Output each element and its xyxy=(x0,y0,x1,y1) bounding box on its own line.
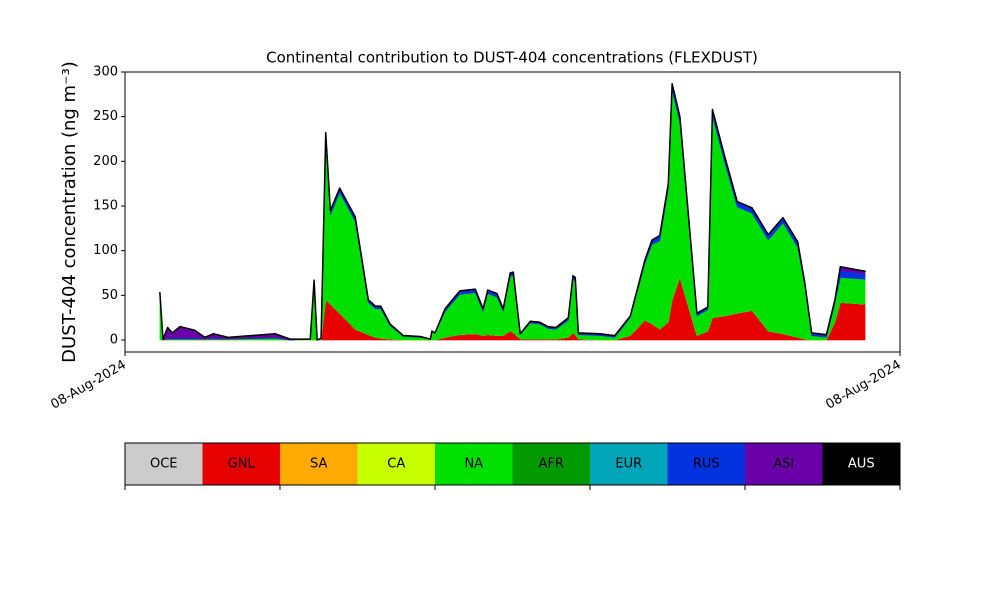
legend-label: GNL xyxy=(228,457,256,472)
legend-label: EUR xyxy=(615,457,642,472)
legend-swatch xyxy=(590,443,668,485)
y-tick-label: 300 xyxy=(93,65,118,80)
legend-label: RUS xyxy=(693,457,720,472)
legend-swatch xyxy=(202,443,281,485)
legend-label: ASI xyxy=(773,457,794,472)
legend-swatch xyxy=(667,443,746,485)
y-tick-label: 50 xyxy=(101,288,118,303)
legend-label: AUS xyxy=(848,457,875,472)
legend-frame xyxy=(124,442,901,486)
legend-label: CA xyxy=(387,457,405,472)
y-tick-label: 200 xyxy=(93,154,118,169)
legend-swatch xyxy=(280,443,358,485)
legend-label: SA xyxy=(310,457,327,472)
y-tick-label: 250 xyxy=(93,109,118,124)
legend-swatch xyxy=(357,443,436,485)
legend-swatch xyxy=(512,443,591,485)
legend-swatch xyxy=(435,443,513,485)
y-tick-label: 150 xyxy=(93,199,118,214)
y-tick-label: 0 xyxy=(110,333,118,348)
legend-swatch xyxy=(745,443,823,485)
area-layer xyxy=(159,82,866,341)
plot-frame xyxy=(124,71,901,353)
y-tick-label: 100 xyxy=(93,243,118,258)
legend-label: AFR xyxy=(539,457,564,472)
legend-swatch xyxy=(822,443,901,485)
legend-swatch xyxy=(125,443,203,485)
legend-label: NA xyxy=(464,457,483,472)
y-axis-label: DUST-404 concentration (ng m⁻³) xyxy=(59,61,80,363)
chart-title: Continental contribution to DUST-404 con… xyxy=(266,49,758,67)
legend-label: OCE xyxy=(150,457,178,472)
